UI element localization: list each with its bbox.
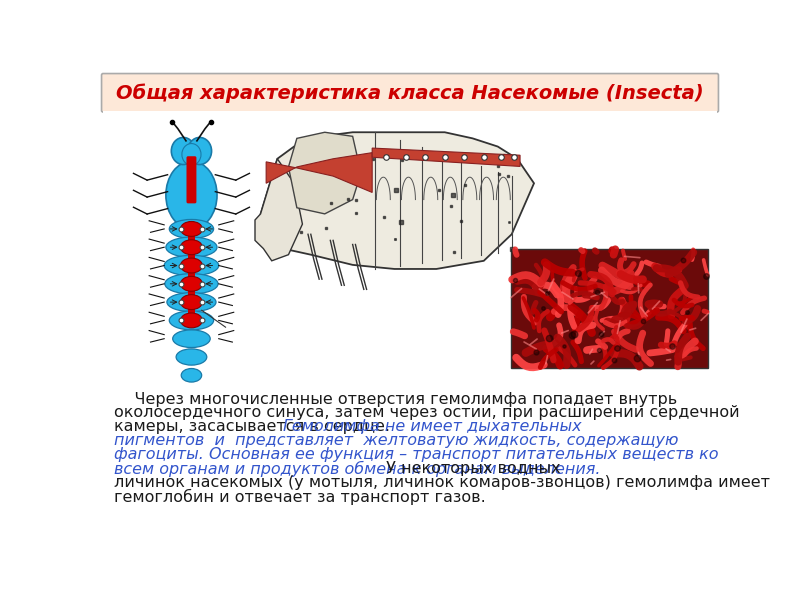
Ellipse shape [181,221,202,236]
FancyBboxPatch shape [102,74,718,112]
Ellipse shape [182,143,201,165]
FancyBboxPatch shape [186,156,197,203]
Ellipse shape [173,330,210,347]
Ellipse shape [166,161,217,229]
Ellipse shape [181,240,202,254]
Text: У некоторых водных: У некоторых водных [382,461,561,476]
Ellipse shape [164,256,218,275]
Ellipse shape [171,137,195,164]
Text: Гемолимфа не имеет дыхательных: Гемолимфа не имеет дыхательных [283,419,582,434]
Text: Общая характеристика класса Насекомые (Insecta): Общая характеристика класса Насекомые (I… [116,83,704,103]
FancyBboxPatch shape [188,272,195,278]
Polygon shape [261,132,534,269]
FancyBboxPatch shape [103,110,717,531]
Text: личинок насекомых (у мотыля, личинок комаров-звонцов) гемолимфа имеет: личинок насекомых (у мотыля, личинок ком… [114,475,770,490]
Polygon shape [289,132,361,214]
Ellipse shape [181,258,202,273]
Ellipse shape [170,311,214,330]
Ellipse shape [176,349,206,365]
Text: гемоглобин и отвечает за транспорт газов.: гемоглобин и отвечает за транспорт газов… [114,488,486,505]
Text: всем органам и продуктов обмена к органам выделения.: всем органам и продуктов обмена к органа… [114,461,601,477]
FancyBboxPatch shape [510,249,708,368]
Polygon shape [266,152,372,193]
Ellipse shape [181,277,202,291]
Ellipse shape [165,274,218,294]
Text: камеры, засасывается в сердце.: камеры, засасывается в сердце. [114,419,395,434]
FancyBboxPatch shape [188,235,195,241]
Text: пигментов  и  представляет  желтоватую жидкость, содержащую: пигментов и представляет желтоватую жидк… [114,433,678,448]
Polygon shape [255,159,302,261]
Ellipse shape [181,295,202,310]
Ellipse shape [182,368,202,382]
FancyBboxPatch shape [188,308,195,314]
Text: околосердечного синуса, затем через остии, при расширении сердечной: околосердечного синуса, затем через ости… [114,406,739,421]
Polygon shape [372,148,520,166]
Ellipse shape [188,137,211,164]
Ellipse shape [170,220,214,238]
Ellipse shape [167,293,216,311]
Text: Через многочисленные отверстия гемолимфа попадает внутрь: Через многочисленные отверстия гемолимфа… [114,392,677,407]
Text: фагоциты. Основная ее функция – транспорт питательных веществ ко: фагоциты. Основная ее функция – транспор… [114,447,718,462]
FancyBboxPatch shape [188,253,195,259]
FancyBboxPatch shape [188,290,195,296]
Ellipse shape [181,313,202,328]
Ellipse shape [166,237,217,257]
